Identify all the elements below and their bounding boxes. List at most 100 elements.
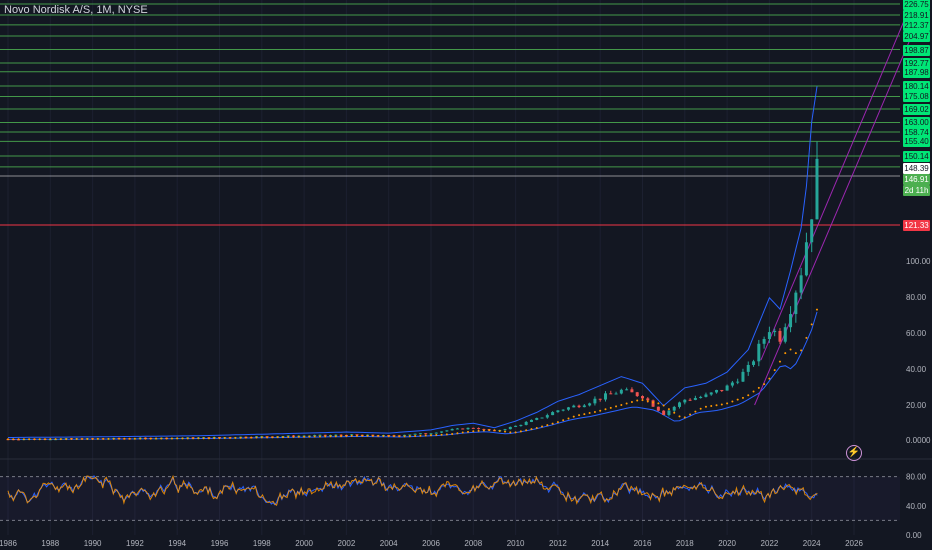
ma-dot — [641, 399, 644, 402]
level-price-tag: 180.14 — [903, 81, 930, 92]
ma-dot — [445, 433, 448, 436]
candle-body — [408, 434, 412, 436]
candle-body — [529, 419, 533, 422]
candle-body — [757, 343, 761, 362]
candle-body — [767, 332, 771, 340]
last-price-tag: 146.91 — [903, 174, 930, 185]
ma-dot — [715, 404, 718, 407]
ma-dot — [620, 403, 623, 406]
price-axis: 0.0000 20.00 40.00 60.00 80.00 100.00 — [906, 257, 931, 445]
ma-dot — [514, 431, 517, 434]
ma-dot — [133, 437, 136, 440]
time-tick-label: 2016 — [634, 539, 652, 548]
ma-dot — [176, 437, 179, 440]
ma-dot — [578, 414, 581, 417]
ma-dot — [229, 436, 232, 439]
ma-dot — [192, 437, 195, 440]
ma-dot — [218, 437, 221, 440]
ma-dot — [461, 431, 464, 434]
ma-dot — [186, 437, 189, 440]
candle-body — [625, 389, 629, 391]
ma-dot — [731, 400, 734, 403]
candle-body — [323, 434, 327, 436]
time-tick-label: 1990 — [84, 539, 102, 548]
level-price-tag: 158.74 — [903, 127, 930, 138]
rsi-pane — [0, 474, 900, 521]
ma-dot — [202, 437, 205, 440]
candle-body — [551, 412, 555, 416]
ma-dot — [556, 421, 559, 424]
time-tick-label: 2002 — [338, 539, 356, 548]
ma-dot — [789, 348, 792, 351]
candle-body — [720, 389, 724, 391]
ma-dot — [266, 436, 269, 439]
level-price-tag: 187.98 — [903, 67, 930, 78]
ma-dot — [250, 436, 253, 439]
ma-dot — [572, 415, 575, 418]
ma-dot — [430, 434, 432, 437]
level-price-tag: 163.00 — [903, 117, 930, 128]
ma-dot — [525, 429, 528, 432]
candle-body — [656, 406, 660, 411]
candle-body — [609, 393, 613, 395]
candle-body — [603, 393, 607, 400]
lightning-bolt-icon[interactable]: ⚡ — [846, 445, 862, 461]
ma-dot — [7, 438, 9, 441]
ma-dot — [451, 432, 454, 435]
candle-body — [741, 371, 745, 382]
ma-dot — [509, 431, 512, 434]
ma-dot — [139, 437, 142, 440]
ma-dot — [456, 432, 459, 435]
candle-body — [799, 275, 803, 293]
candle-body — [598, 398, 602, 400]
ma-dot — [551, 422, 554, 425]
ma-dot — [112, 437, 115, 440]
ma-dot — [615, 405, 618, 408]
ma-dot — [75, 438, 78, 441]
ma-dot — [81, 438, 84, 441]
candle-body — [709, 392, 713, 395]
level-price-tag: 155.40 — [903, 136, 930, 147]
ma-dot — [398, 435, 401, 438]
ma-dot — [784, 352, 787, 355]
ma-dot — [599, 409, 602, 412]
time-tick-label: 1992 — [126, 539, 144, 548]
ma-dot — [382, 434, 385, 437]
ma-dot — [355, 434, 358, 437]
ma-dot — [387, 435, 390, 438]
ma-dot — [170, 437, 173, 440]
price-tick-label: 60.00 — [906, 329, 927, 338]
level-price-tag: 212.37 — [903, 20, 930, 31]
candle-body — [699, 396, 703, 399]
candle-body — [418, 433, 422, 435]
candle-body — [577, 405, 581, 408]
rsi-tick-label: 40.00 — [906, 502, 927, 511]
ma-dot — [699, 407, 702, 410]
ma-dot — [271, 436, 274, 439]
candle-body — [773, 330, 777, 333]
ma-dot — [805, 336, 808, 339]
candle-body — [794, 292, 798, 315]
candle-body — [503, 429, 507, 431]
candle-body — [704, 394, 708, 397]
candle-body — [752, 361, 756, 365]
candle-body — [789, 314, 793, 328]
level-price-tag: 192.77 — [903, 58, 930, 69]
ma-dot — [424, 434, 427, 437]
ma-dot — [350, 434, 353, 437]
ma-dot — [488, 429, 491, 432]
time-tick-label: 2026 — [845, 539, 863, 548]
ma-dot — [689, 413, 692, 416]
ma-dot — [408, 435, 411, 438]
ma-dot — [504, 430, 507, 433]
ma-dot — [392, 435, 395, 438]
ma-dot — [65, 438, 68, 441]
ma-dot — [815, 308, 818, 311]
candle-body — [762, 339, 766, 344]
candle-body — [672, 406, 676, 411]
ma-dot — [292, 435, 295, 438]
ma-dot — [752, 390, 755, 393]
rsi-axis: 0.00 40.00 80.00 — [906, 473, 927, 540]
time-tick-label: 1998 — [253, 539, 271, 548]
